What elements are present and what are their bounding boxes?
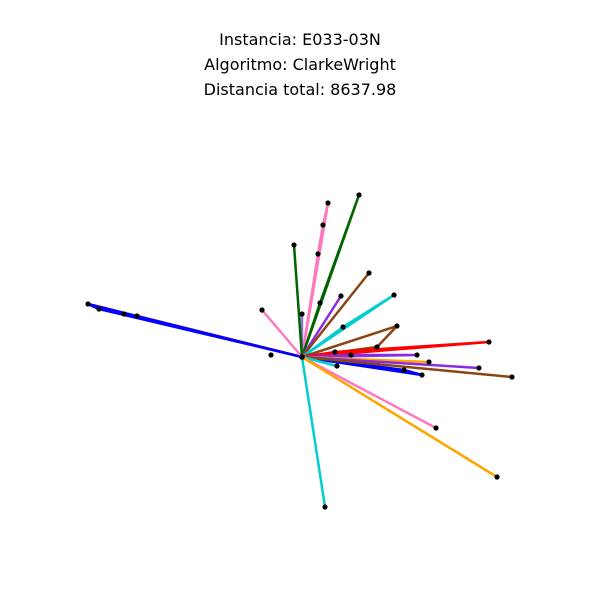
customer-node-25 xyxy=(401,367,407,373)
customer-node-26 xyxy=(419,372,425,378)
customer-node-22 xyxy=(414,352,420,358)
depot-node xyxy=(299,354,305,360)
customer-node-20 xyxy=(332,349,338,355)
customer-node-3 xyxy=(121,311,127,317)
customer-node-10 xyxy=(320,222,326,228)
customer-node-23 xyxy=(426,359,432,365)
customer-node-15 xyxy=(366,270,372,276)
route-20 xyxy=(300,355,327,509)
route-7 xyxy=(300,193,361,359)
customer-node-11 xyxy=(325,200,331,206)
customer-node-1 xyxy=(85,301,91,307)
customer-node-31 xyxy=(494,474,500,480)
customer-node-7 xyxy=(299,311,305,317)
customer-node-12 xyxy=(317,300,323,306)
customer-node-6 xyxy=(268,352,274,358)
title-algorithm: Algoritmo: ClarkeWright xyxy=(204,55,396,74)
customer-node-18 xyxy=(394,323,400,329)
customer-node-32 xyxy=(322,504,328,510)
customer-node-17 xyxy=(391,292,397,298)
customer-node-28 xyxy=(509,374,515,380)
plot-title: Instancia: E033-03N Algoritmo: ClarkeWri… xyxy=(0,27,600,102)
customer-node-14 xyxy=(338,293,344,299)
customer-node-27 xyxy=(476,365,482,371)
customer-node-9 xyxy=(315,251,321,257)
route-12 xyxy=(300,340,491,359)
route-6 xyxy=(292,243,304,359)
customer-node-19 xyxy=(374,344,380,350)
customer-node-16 xyxy=(340,324,346,330)
customer-node-30 xyxy=(433,425,439,431)
nodes-layer xyxy=(85,192,515,510)
customer-node-13 xyxy=(356,192,362,198)
customer-node-29 xyxy=(486,339,492,345)
customer-node-8 xyxy=(291,242,297,248)
customer-node-5 xyxy=(259,307,265,313)
customer-node-21 xyxy=(348,352,354,358)
title-instance: Instancia: E033-03N xyxy=(219,30,381,49)
customer-node-24 xyxy=(334,363,340,369)
title-distance: Distancia total: 8637.98 xyxy=(203,80,397,99)
route-13 xyxy=(300,353,419,359)
customer-node-4 xyxy=(134,313,140,319)
route-10 xyxy=(300,293,396,359)
routes-layer xyxy=(86,193,514,509)
route-19 xyxy=(300,355,499,479)
customer-node-2 xyxy=(96,306,102,312)
